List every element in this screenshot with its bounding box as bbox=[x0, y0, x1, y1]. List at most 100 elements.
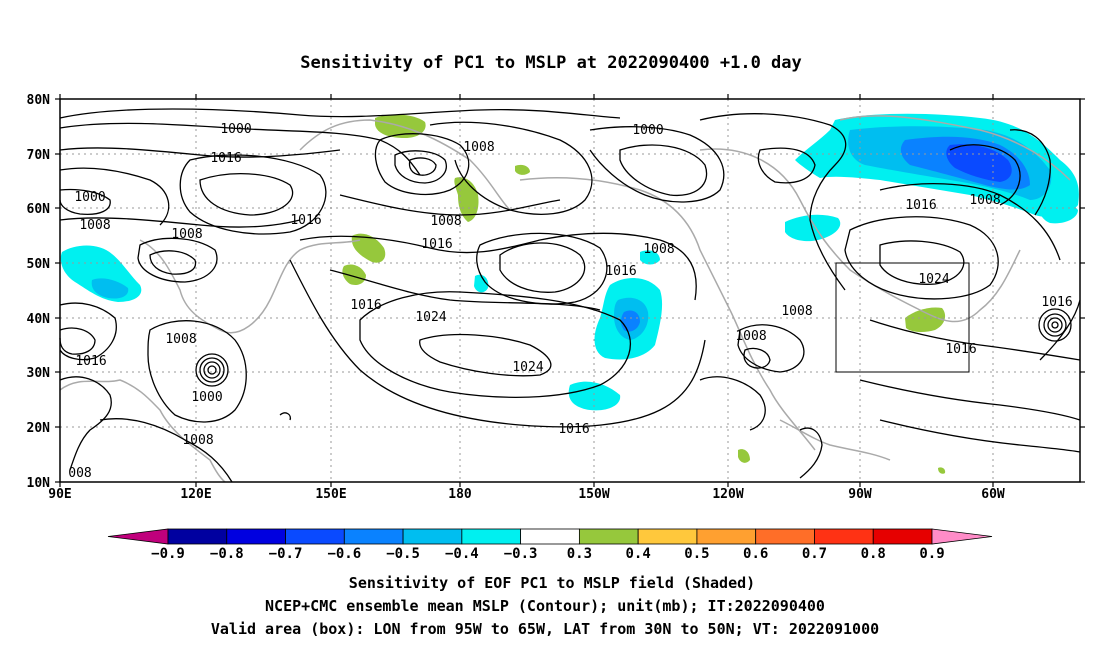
lon-label: 120W bbox=[712, 487, 743, 502]
colorbar-tick-label: 0.5 bbox=[684, 546, 709, 562]
contour-label: 1008 bbox=[430, 214, 461, 229]
contour-label: 1016 bbox=[605, 264, 636, 279]
contour-label: 1024 bbox=[512, 360, 543, 375]
colorbar-box bbox=[285, 528, 345, 545]
contour-label: 1008 bbox=[969, 193, 1000, 208]
lon-label: 150E bbox=[315, 487, 346, 502]
contour-label: 1016 bbox=[558, 422, 589, 437]
contour-label: 1008 bbox=[463, 140, 494, 155]
lat-label: 80N bbox=[27, 93, 51, 108]
positive-sensitivity-5 bbox=[515, 164, 530, 175]
lat-label: 10N bbox=[27, 476, 51, 491]
contour-label: 1008 bbox=[79, 218, 110, 233]
lat-label: 40N bbox=[27, 312, 51, 327]
colorbar-tick-label: 0.6 bbox=[743, 546, 768, 562]
lat-label: 60N bbox=[27, 202, 51, 217]
figure-title: Sensitivity of PC1 to MSLP at 2022090400… bbox=[300, 53, 802, 73]
colorbar: −0.9 −0.8 −0.7 −0.6 −0.5 −0.4 −0.3 0.3 0.4 0.5 0.6… bbox=[107, 528, 993, 562]
contour-label: 1016 bbox=[75, 354, 106, 369]
caption-line-2: NCEP+CMC ensemble mean MSLP (Contour); u… bbox=[265, 597, 825, 615]
positive-sensitivity-6 bbox=[905, 307, 946, 333]
contour-label: 1016 bbox=[421, 237, 452, 252]
lon-label: 90E bbox=[48, 487, 71, 502]
positive-sensitivity-7 bbox=[738, 449, 750, 463]
colorbar-box bbox=[872, 528, 933, 545]
colorbar-box bbox=[814, 528, 874, 545]
contour-label: 1016 bbox=[945, 342, 976, 357]
contour-label: 1008 bbox=[182, 433, 213, 448]
positive-sensitivity-4 bbox=[342, 264, 366, 285]
tick-marks bbox=[55, 94, 1085, 487]
contour-label: 1008 bbox=[643, 242, 674, 257]
negative-sensitivity-atlantic-peak bbox=[946, 144, 1012, 182]
contour-label: 1024 bbox=[918, 272, 949, 287]
lat-label: 70N bbox=[27, 148, 51, 163]
contour-label: 1000 bbox=[220, 122, 251, 137]
negative-sensitivity-asia-core bbox=[91, 278, 129, 299]
contour-label: 1016 bbox=[210, 151, 241, 166]
contour-label: 1024 bbox=[415, 310, 446, 325]
contour-label: 1000 bbox=[74, 190, 105, 205]
colorbar-tick-label: −0.7 bbox=[269, 546, 303, 562]
negative-sensitivity-labrador bbox=[785, 214, 841, 242]
colorbar-box bbox=[696, 528, 757, 545]
colorbar-box bbox=[461, 528, 522, 545]
caption-line-1: Sensitivity of EOF PC1 to MSLP field (Sh… bbox=[349, 574, 755, 592]
negative-sensitivity-pacific-2 bbox=[568, 381, 621, 411]
contour-label: 1008 bbox=[171, 227, 202, 242]
contour-label: 1008 bbox=[165, 332, 196, 347]
contour-label: 008 bbox=[68, 466, 91, 481]
lon-label: 180 bbox=[448, 487, 472, 502]
negative-sensitivity-subpolar bbox=[1039, 201, 1078, 224]
colorbar-under-triangle bbox=[107, 528, 169, 545]
lon-label: 90W bbox=[848, 487, 872, 502]
lat-label: 50N bbox=[27, 257, 51, 272]
colorbar-box bbox=[343, 528, 404, 545]
colorbar-box bbox=[402, 528, 463, 545]
contour-label: 1016 bbox=[905, 198, 936, 213]
colorbar-tick-label: −0.3 bbox=[504, 546, 538, 562]
colorbar-tick-label: −0.5 bbox=[386, 546, 420, 562]
map-panel: 1000 1016 1000 1008 1008 1016 1008 1016 … bbox=[27, 93, 1085, 502]
negative-sensitivity-pacific-3 bbox=[640, 250, 660, 265]
colorbar-box bbox=[637, 528, 698, 545]
colorbar-tick-label: 0.8 bbox=[861, 546, 886, 562]
positive-sensitivity-8 bbox=[938, 467, 946, 474]
contour-labels: 1000 1016 1000 1008 1008 1016 1008 1016 … bbox=[68, 122, 1072, 481]
map-frame bbox=[59, 98, 1081, 483]
lat-label: 30N bbox=[27, 366, 51, 381]
colorbar-tick-label: −0.9 bbox=[151, 546, 185, 562]
latitude-labels: 80N 70N 60N 50N 40N 30N 20N 10N bbox=[27, 93, 51, 491]
longitude-labels: 90E 120E 150E 180 150W 120W 90W 60W bbox=[48, 487, 1005, 502]
positive-sensitivity-3 bbox=[351, 233, 386, 263]
lon-label: 60W bbox=[981, 487, 1005, 502]
colorbar-tick-label: −0.8 bbox=[210, 546, 244, 562]
valid-area-box bbox=[835, 262, 970, 373]
lat-label: 20N bbox=[27, 421, 51, 436]
colorbar-box bbox=[578, 528, 639, 545]
colorbar-over-triangle bbox=[931, 528, 993, 545]
contour-label: 1016 bbox=[1041, 295, 1072, 310]
mslp-contours bbox=[59, 108, 1081, 483]
colorbar-tick-label: 0.9 bbox=[919, 546, 944, 562]
colorbar-tick-label: −0.4 bbox=[445, 546, 479, 562]
colorbar-tick-label: 0.3 bbox=[567, 546, 592, 562]
contour-label: 1008 bbox=[781, 304, 812, 319]
captions: Sensitivity of EOF PC1 to MSLP field (Sh… bbox=[211, 574, 879, 638]
colorbar-tick-label: 0.4 bbox=[626, 546, 651, 562]
contour-label: 1000 bbox=[191, 390, 222, 405]
lon-label: 120E bbox=[180, 487, 211, 502]
contour-label: 1016 bbox=[350, 298, 381, 313]
colorbar-tick-label: −0.6 bbox=[327, 546, 361, 562]
contour-label: 1000 bbox=[632, 123, 663, 138]
colorbar-box bbox=[520, 528, 580, 545]
colorbar-box bbox=[226, 528, 286, 545]
colorbar-box bbox=[755, 528, 815, 545]
colorbar-tick-label: 0.7 bbox=[802, 546, 827, 562]
caption-line-3: Valid area (box): LON from 95W to 65W, L… bbox=[211, 620, 879, 638]
colorbar-box bbox=[167, 528, 228, 545]
contour-label: 1008 bbox=[735, 329, 766, 344]
contour-label: 1016 bbox=[290, 213, 321, 228]
negative-sensitivity-pacific-4 bbox=[474, 274, 489, 293]
